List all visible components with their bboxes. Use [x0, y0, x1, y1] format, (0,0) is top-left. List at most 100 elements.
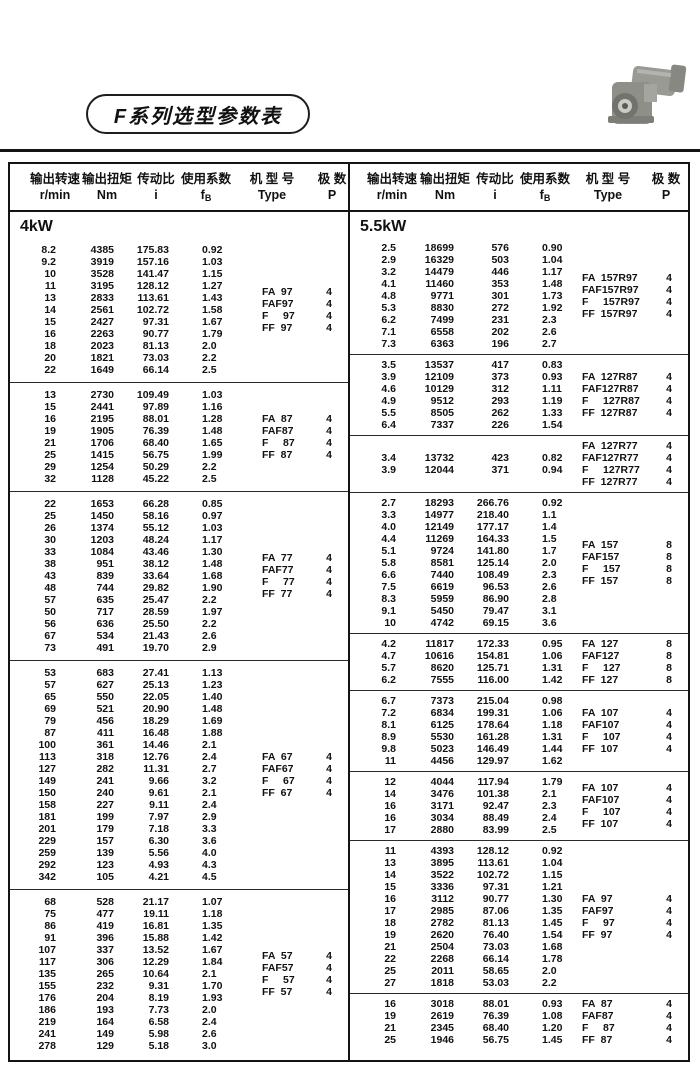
- cell-factor: 2.6: [202, 1028, 217, 1040]
- cell-speed: 135: [38, 968, 56, 980]
- cell-factor: 1.79: [202, 328, 223, 340]
- cell-speed: 19: [384, 929, 396, 941]
- type-label: FA 87: [582, 998, 613, 1010]
- cell-ratio: 177.17: [476, 521, 509, 533]
- cell-factor: 2.3: [542, 314, 557, 326]
- cell-factor: 0.98: [542, 695, 563, 707]
- type-row: F 87 4: [582, 1022, 688, 1034]
- table-row: 18 2023 81.13 2.0: [10, 340, 242, 352]
- cell-ratio: 9.11: [149, 799, 169, 811]
- table-row: 5.5 8505 262 1.33: [350, 407, 582, 419]
- poles-value: 4: [326, 425, 332, 437]
- cell-speed: 3.4: [381, 452, 396, 464]
- cell-factor: 2.2: [202, 618, 217, 630]
- header-torque-unit: Nm: [434, 188, 456, 202]
- cell-factor: 1.65: [202, 437, 223, 449]
- table-row: 57 627 25.13 1.23: [10, 679, 242, 691]
- cell-ratio: 58.65: [482, 965, 509, 977]
- cell-ratio: 20.90: [142, 703, 169, 715]
- cell-ratio: 266.76: [476, 497, 509, 509]
- header-type-cn: 机 型 号: [249, 172, 295, 186]
- cell-ratio: 29.82: [142, 582, 169, 594]
- type-label: FF 67: [262, 787, 293, 799]
- type-label: FF 157R97: [582, 308, 638, 320]
- type-row: FAF127 8: [582, 650, 688, 662]
- table-row: 10 3528 141.47 1.15: [10, 268, 242, 280]
- cell-factor: 1.92: [542, 302, 563, 314]
- poles-value: 4: [326, 962, 332, 974]
- type-label: FF 57: [262, 986, 293, 998]
- cell-torque: 5023: [430, 743, 454, 755]
- page-title-text: F系列选型参数表: [113, 105, 283, 128]
- table-row: 3.9 12044 371 0.94: [350, 464, 582, 476]
- table-row: 5.8 8581 125.14 2.0: [350, 557, 582, 569]
- cell-factor: 2.0: [542, 557, 557, 569]
- cell-ratio: 16.48: [142, 727, 169, 739]
- cell-torque: 456: [96, 715, 114, 727]
- cell-factor: 2.7: [542, 338, 557, 350]
- ratio-block: 2.7 18293 266.76 0.92 3.3 14977 218.40 1.1 4.0 12…: [350, 492, 688, 633]
- cell-speed: 3.5: [381, 359, 396, 371]
- table-row: 16 2263 90.77 1.79: [10, 328, 242, 340]
- table-row: 56 636 25.50 2.2: [10, 618, 242, 630]
- cell-torque: 635: [96, 594, 114, 606]
- type-row: FA 127R87 4: [582, 371, 688, 383]
- cell-speed: 3.3: [381, 509, 396, 521]
- cell-speed: 14: [384, 869, 396, 881]
- gearmotor-photo: [608, 64, 687, 124]
- blocks-4kw: 8.2 4385 175.83 0.92 9.2 3919 157.16 1.03 10 3528…: [10, 238, 348, 1058]
- cell-speed: 229: [38, 835, 56, 847]
- cell-factor: 1.7: [542, 545, 557, 557]
- table-row: 87 411 16.48 1.88: [10, 727, 242, 739]
- type-row: F 157R97 4: [582, 296, 688, 308]
- header-ratio-cn: 传动比: [476, 172, 514, 186]
- cell-torque: 3522: [430, 869, 454, 881]
- cell-torque: 157: [96, 835, 114, 847]
- header-ratio-unit: i: [493, 188, 497, 202]
- cell-ratio: 76.39: [142, 425, 169, 437]
- table-row: 48 744 29.82 1.90: [10, 582, 242, 594]
- cell-speed: 8.3: [381, 593, 396, 605]
- table-row: 4.6 10129 312 1.11: [350, 383, 582, 395]
- cell-ratio: 113.61: [137, 292, 169, 304]
- cell-torque: 11269: [425, 533, 454, 545]
- poles-value: 4: [326, 310, 332, 322]
- cell-torque: 2730: [90, 389, 114, 401]
- cell-speed: 19: [44, 425, 56, 437]
- table-row: 14 3476 101.38 2.1: [350, 788, 582, 800]
- cell-torque: 2620: [430, 929, 454, 941]
- cell-speed: 65: [44, 691, 56, 703]
- table-header: 输出转速 r/min 输出扭矩 Nm 传动比 i 使用系数 fB 机 型 号 Type 极 数 P 输…: [10, 164, 688, 212]
- type-label: FAF157R97: [582, 284, 639, 296]
- cell-torque: 2782: [430, 917, 454, 929]
- cell-factor: 2.0: [202, 1004, 217, 1016]
- cell-torque: 3895: [430, 857, 454, 869]
- cell-speed: 3.9: [381, 464, 396, 476]
- cell-ratio: 18.29: [142, 715, 169, 727]
- cell-factor: 1.03: [202, 256, 223, 268]
- poles-value: 4: [666, 782, 672, 794]
- type-label: FF 97: [262, 322, 293, 334]
- cell-torque: 8620: [430, 662, 454, 674]
- table-row: 10 4742 69.15 3.6: [350, 617, 582, 629]
- cell-factor: 2.3: [542, 800, 557, 812]
- table-row: 25 1450 58.16 0.97: [10, 510, 242, 522]
- cell-ratio: 226: [491, 419, 509, 431]
- cell-torque: 396: [96, 932, 114, 944]
- ratio-block: 8.2 4385 175.83 0.92 9.2 3919 157.16 1.03 10 3528…: [10, 238, 348, 382]
- type-label: FA 97: [582, 893, 613, 905]
- header-poles: 极 数 P: [652, 171, 680, 203]
- cell-ratio: 101.38: [476, 788, 509, 800]
- type-row: FAF87 4: [262, 425, 348, 437]
- cell-torque: 627: [96, 679, 114, 691]
- cell-factor: 1.06: [542, 650, 563, 662]
- cell-torque: 227: [96, 799, 114, 811]
- poles-value: 8: [666, 650, 672, 662]
- cell-speed: 25: [44, 510, 56, 522]
- cell-speed: 4.0: [381, 521, 396, 533]
- type-label: FA 77: [262, 552, 293, 564]
- poles-value: 4: [326, 552, 332, 564]
- cell-torque: 1128: [91, 473, 114, 485]
- cell-ratio: 157.16: [136, 256, 169, 268]
- cell-speed: 2.7: [381, 497, 396, 509]
